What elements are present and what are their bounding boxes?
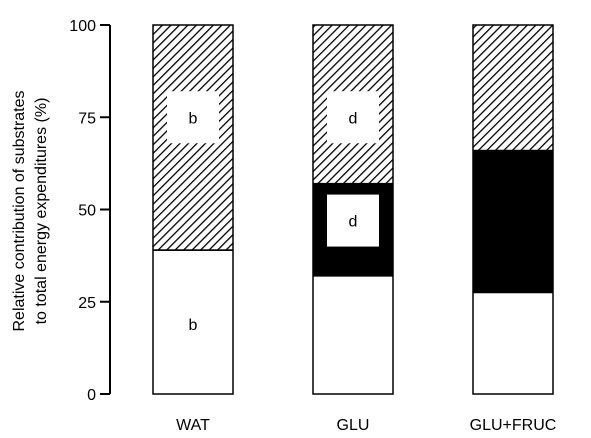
annotation-box (327, 194, 379, 247)
y-axis-title: Relative contribution of substrates to t… (11, 90, 50, 331)
x-category-label: GLU (337, 417, 370, 434)
annotation-box (167, 297, 219, 350)
annotation-label: b (189, 317, 198, 334)
y-tick-label: 50 (78, 203, 96, 220)
x-axis-labels: WAT GLU GLU+FRUC (176, 417, 556, 434)
bars: b b d d (152, 24, 554, 395)
y-tick-label: 75 (78, 110, 96, 127)
y-tick-label: 25 (78, 295, 96, 312)
y-tick-label: 100 (69, 18, 96, 35)
bar-outline (152, 24, 234, 395)
bar-segment-white (473, 292, 553, 394)
bar-outline (472, 24, 554, 395)
y-axis-title-line-1: Relative contribution of substrates (11, 90, 28, 331)
bar-segment-hatched (473, 25, 553, 151)
annotation-label: b (189, 110, 198, 127)
bar-segment-white (313, 275, 393, 394)
annotation-box (167, 91, 219, 144)
annotation-label: d (349, 214, 358, 231)
bar-outline (312, 24, 394, 395)
annotation-label: d (349, 110, 358, 127)
x-category-label: GLU+FRUC (470, 417, 557, 434)
annotation-box (327, 91, 379, 144)
y-axis: 0 25 50 75 100 (69, 18, 111, 404)
x-category-label: WAT (176, 417, 210, 434)
y-tick-label: 0 (87, 387, 96, 404)
bar-segment-black (473, 150, 553, 293)
y-axis-title-line-2: to total energy expenditures (%) (33, 98, 50, 325)
